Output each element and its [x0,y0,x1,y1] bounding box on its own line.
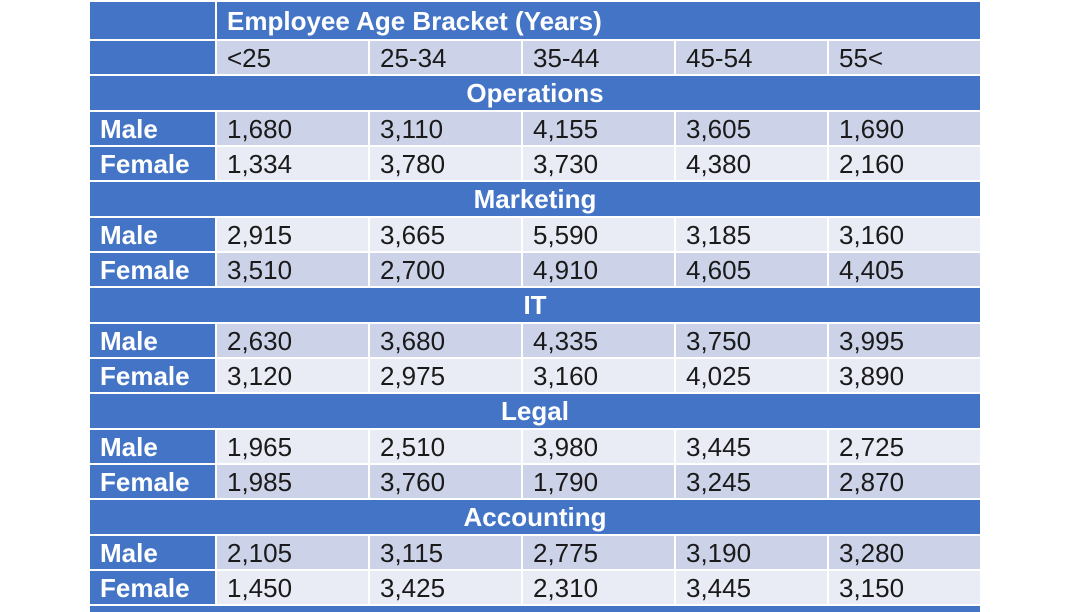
data-cell: 3,680 [370,324,521,357]
data-cell: 2,700 [370,253,521,286]
clipped-next-header-row [90,606,980,612]
column-header: 55< [829,41,980,74]
department-header-row: Marketing [90,182,980,216]
data-cell: 1,790 [523,465,674,498]
data-cell: 4,380 [676,147,827,180]
row-label-male: Male [90,218,215,251]
department-name: Accounting [90,500,980,534]
table-row: Male 1,965 2,510 3,980 3,445 2,725 [90,430,980,463]
column-header: 45-54 [676,41,827,74]
data-cell: 2,160 [829,147,980,180]
table-row: Male 2,915 3,665 5,590 3,185 3,160 [90,218,980,251]
data-cell: 2,630 [217,324,368,357]
row-label-female: Female [90,253,215,286]
table-row: Male 1,680 3,110 4,155 3,605 1,690 [90,112,980,145]
corner-cell [90,41,215,74]
column-header: 25-34 [370,41,521,74]
data-cell: 3,110 [370,112,521,145]
data-cell: 2,870 [829,465,980,498]
data-cell: 3,445 [676,571,827,604]
data-cell: 3,730 [523,147,674,180]
table-row: Female 3,120 2,975 3,160 4,025 3,890 [90,359,980,392]
column-header-row: <25 25-34 35-44 45-54 55< [90,41,980,74]
data-cell: 4,605 [676,253,827,286]
data-cell: 2,105 [217,536,368,569]
data-cell: 1,334 [217,147,368,180]
table-row: Female 3,510 2,700 4,910 4,605 4,405 [90,253,980,286]
data-cell: 3,150 [829,571,980,604]
department-name: Marketing [90,182,980,216]
department-header-row: IT [90,288,980,322]
data-cell: 3,115 [370,536,521,569]
data-cell: 4,025 [676,359,827,392]
data-cell: 3,760 [370,465,521,498]
data-cell: 3,750 [676,324,827,357]
department-header-row: Operations [90,76,980,110]
data-cell: 2,775 [523,536,674,569]
column-header: <25 [217,41,368,74]
data-cell: 4,405 [829,253,980,286]
data-cell: 3,160 [829,218,980,251]
department-name: IT [90,288,980,322]
data-cell: 3,445 [676,430,827,463]
data-cell: 3,980 [523,430,674,463]
table-title: Employee Age Bracket (Years) [217,2,980,39]
clipped-blue-strip [90,606,980,612]
data-cell: 2,975 [370,359,521,392]
row-label-female: Female [90,465,215,498]
data-cell: 4,910 [523,253,674,286]
row-label-male: Male [90,324,215,357]
data-cell: 3,190 [676,536,827,569]
data-cell: 3,605 [676,112,827,145]
data-cell: 2,310 [523,571,674,604]
row-label-female: Female [90,359,215,392]
data-cell: 4,155 [523,112,674,145]
data-cell: 3,245 [676,465,827,498]
data-cell: 1,690 [829,112,980,145]
table-row: Female 1,334 3,780 3,730 4,380 2,160 [90,147,980,180]
data-cell: 1,450 [217,571,368,604]
data-cell: 3,890 [829,359,980,392]
department-header-row: Legal [90,394,980,428]
row-label-female: Female [90,571,215,604]
table-row: Male 2,105 3,115 2,775 3,190 3,280 [90,536,980,569]
department-header-row: Accounting [90,500,980,534]
data-cell: 2,915 [217,218,368,251]
data-cell: 5,590 [523,218,674,251]
data-cell: 3,780 [370,147,521,180]
data-cell: 3,160 [523,359,674,392]
data-cell: 3,665 [370,218,521,251]
data-cell: 3,510 [217,253,368,286]
data-cell: 3,280 [829,536,980,569]
data-cell: 1,985 [217,465,368,498]
data-cell: 2,725 [829,430,980,463]
row-label-male: Male [90,112,215,145]
data-cell: 4,335 [523,324,674,357]
row-label-male: Male [90,536,215,569]
table-row: Female 1,450 3,425 2,310 3,445 3,150 [90,571,980,604]
row-label-male: Male [90,430,215,463]
department-name: Legal [90,394,980,428]
table-title-row: Employee Age Bracket (Years) [90,2,980,39]
column-header: 35-44 [523,41,674,74]
table-row: Male 2,630 3,680 4,335 3,750 3,995 [90,324,980,357]
data-cell: 1,680 [217,112,368,145]
data-cell: 3,425 [370,571,521,604]
data-cell: 1,965 [217,430,368,463]
table-row: Female 1,985 3,760 1,790 3,245 2,870 [90,465,980,498]
data-cell: 3,120 [217,359,368,392]
corner-cell [90,2,215,39]
data-cell: 3,995 [829,324,980,357]
row-label-female: Female [90,147,215,180]
data-cell: 3,185 [676,218,827,251]
employee-age-table: Employee Age Bracket (Years) <25 25-34 3… [88,0,982,612]
department-name: Operations [90,76,980,110]
data-cell: 2,510 [370,430,521,463]
